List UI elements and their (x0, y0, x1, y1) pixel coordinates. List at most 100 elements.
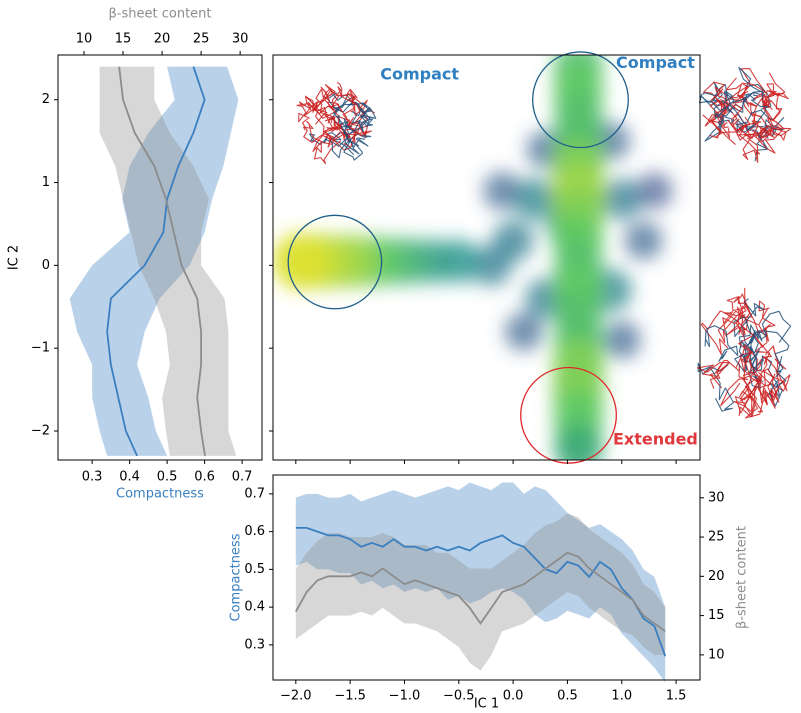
structure-strand (704, 325, 739, 362)
error-band (69, 66, 239, 456)
x2-tick-label: 10 (76, 32, 93, 47)
y2-tick-label: 25 (708, 530, 725, 545)
x-tick-label: −2.0 (280, 689, 312, 704)
structure-strand (702, 114, 736, 145)
structure-strand (734, 116, 759, 163)
y2-tick-label: 20 (708, 569, 725, 584)
x2-tick-label: 15 (115, 32, 132, 47)
structure-strand (347, 99, 377, 119)
highlight-circle (532, 51, 629, 149)
density-blur (273, 55, 673, 460)
x-tick-label: 1.0 (611, 689, 632, 704)
x2-tick-label: 30 (232, 32, 249, 47)
density-blob (601, 178, 643, 220)
structure-strand (761, 83, 789, 104)
highlight-circle (287, 214, 383, 310)
y-tick-label: 0 (42, 258, 50, 273)
y-tick-label: −1 (31, 341, 50, 356)
series-line (295, 551, 666, 633)
structure-strand (702, 81, 749, 129)
y-axis-label: IC 2 (7, 245, 22, 270)
x2-tick-label: 25 (193, 32, 210, 47)
x-tick-label: −1.0 (389, 689, 421, 704)
structure-strand (725, 77, 766, 108)
structure-strand (729, 85, 758, 138)
x-tick-label: 1.5 (666, 689, 687, 704)
y-tick-label: 1 (42, 175, 50, 190)
series-line (106, 66, 206, 457)
structure-strand (733, 298, 765, 354)
x-tick-label: 0.0 (503, 689, 524, 704)
density-blob (513, 177, 557, 221)
y-tick-label: 0.6 (244, 524, 265, 539)
structure-strand (726, 287, 759, 335)
structure-strand (320, 86, 361, 116)
structure-images (296, 66, 792, 419)
structure-strand (301, 109, 334, 144)
axes-frame (272, 474, 701, 681)
y2-axis-label: β-sheet content (735, 526, 750, 629)
x-tick-label: −0.5 (443, 689, 475, 704)
bottom-axis-label: Compactness (116, 487, 204, 502)
x-tick-label: 0.5 (157, 470, 178, 485)
structure-strand (696, 362, 731, 389)
annotation: Extended (613, 430, 698, 449)
density-blob (635, 172, 673, 210)
density-blob (470, 244, 512, 286)
series-line (295, 526, 667, 657)
structure-strand (717, 310, 743, 343)
density-blob (554, 428, 602, 460)
structure-strand (713, 95, 748, 121)
structure-strand (304, 95, 352, 129)
y2-tick-label: 15 (708, 608, 725, 623)
structure-strand (341, 127, 369, 155)
structure-strand (723, 90, 769, 108)
y2-tick-label: 10 (708, 647, 725, 662)
annotation: Compact (380, 64, 459, 83)
structure-strand (700, 81, 729, 107)
y-tick-label: 0.4 (244, 600, 265, 615)
y-tick-label: −2 (31, 424, 50, 439)
density-layer (273, 55, 673, 460)
structure-strand (760, 97, 785, 139)
density-blob (624, 221, 663, 260)
y-tick-label: 0.3 (244, 637, 265, 652)
axes-frame (272, 54, 701, 461)
structure-strand (747, 310, 792, 345)
structure-strand (745, 333, 788, 401)
density-blob (602, 320, 641, 360)
y-axis-label: Compactness (229, 533, 244, 621)
structure-strand (303, 112, 345, 145)
x-tick-label: 0.7 (232, 470, 253, 485)
structure-strand (754, 300, 776, 353)
structure-strand (341, 128, 372, 148)
y-tick-label: 2 (42, 92, 50, 107)
structure-strand (733, 293, 771, 334)
structure-strand (738, 335, 771, 383)
structure-strand (697, 362, 735, 412)
structure-strand (734, 349, 760, 380)
structure-strand (336, 115, 364, 161)
structure-strand (340, 114, 374, 135)
axes-frame (57, 54, 263, 461)
error-band (295, 482, 666, 683)
error-band (99, 66, 237, 456)
highlight-circle (520, 366, 617, 464)
x-tick-label: −1.5 (334, 689, 366, 704)
x2-tick-label: 20 (154, 32, 171, 47)
x-tick-label: 0.4 (119, 470, 140, 485)
top-axis-label: β-sheet content (109, 7, 212, 22)
density-blob (273, 232, 330, 290)
structure-strand (742, 90, 774, 130)
structure-strand (708, 88, 729, 122)
y-tick-label: 0.7 (244, 486, 265, 501)
structure-strand (733, 358, 764, 416)
structure-strand (750, 359, 780, 409)
x-tick-label: 0.6 (194, 470, 215, 485)
annotation: Compact (616, 53, 695, 72)
density-blob (591, 121, 631, 161)
density-blob (504, 312, 544, 351)
x-axis-label: IC 1 (474, 697, 499, 712)
error-band (295, 513, 666, 671)
